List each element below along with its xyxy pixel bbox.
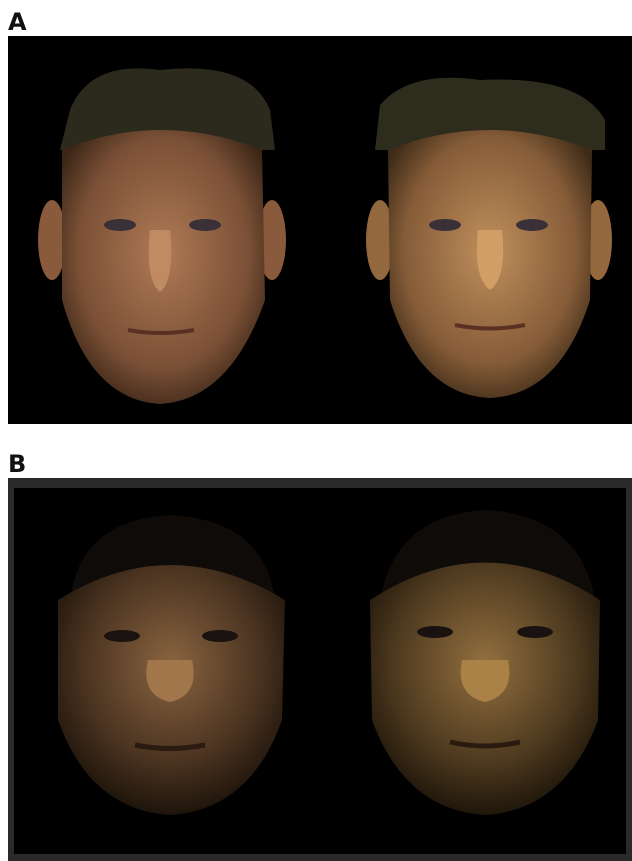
eye [517, 626, 553, 638]
eye [104, 630, 140, 642]
face-b-right [370, 510, 600, 815]
eye [417, 626, 453, 638]
panel-label: B [8, 450, 26, 478]
eye [104, 219, 136, 231]
eye [516, 219, 548, 231]
face-b-left [58, 515, 285, 815]
eye [429, 219, 461, 231]
ear [38, 200, 66, 280]
eye [189, 219, 221, 231]
eye [202, 630, 238, 642]
figure: A B [0, 0, 632, 861]
panel-label: A [8, 8, 27, 36]
